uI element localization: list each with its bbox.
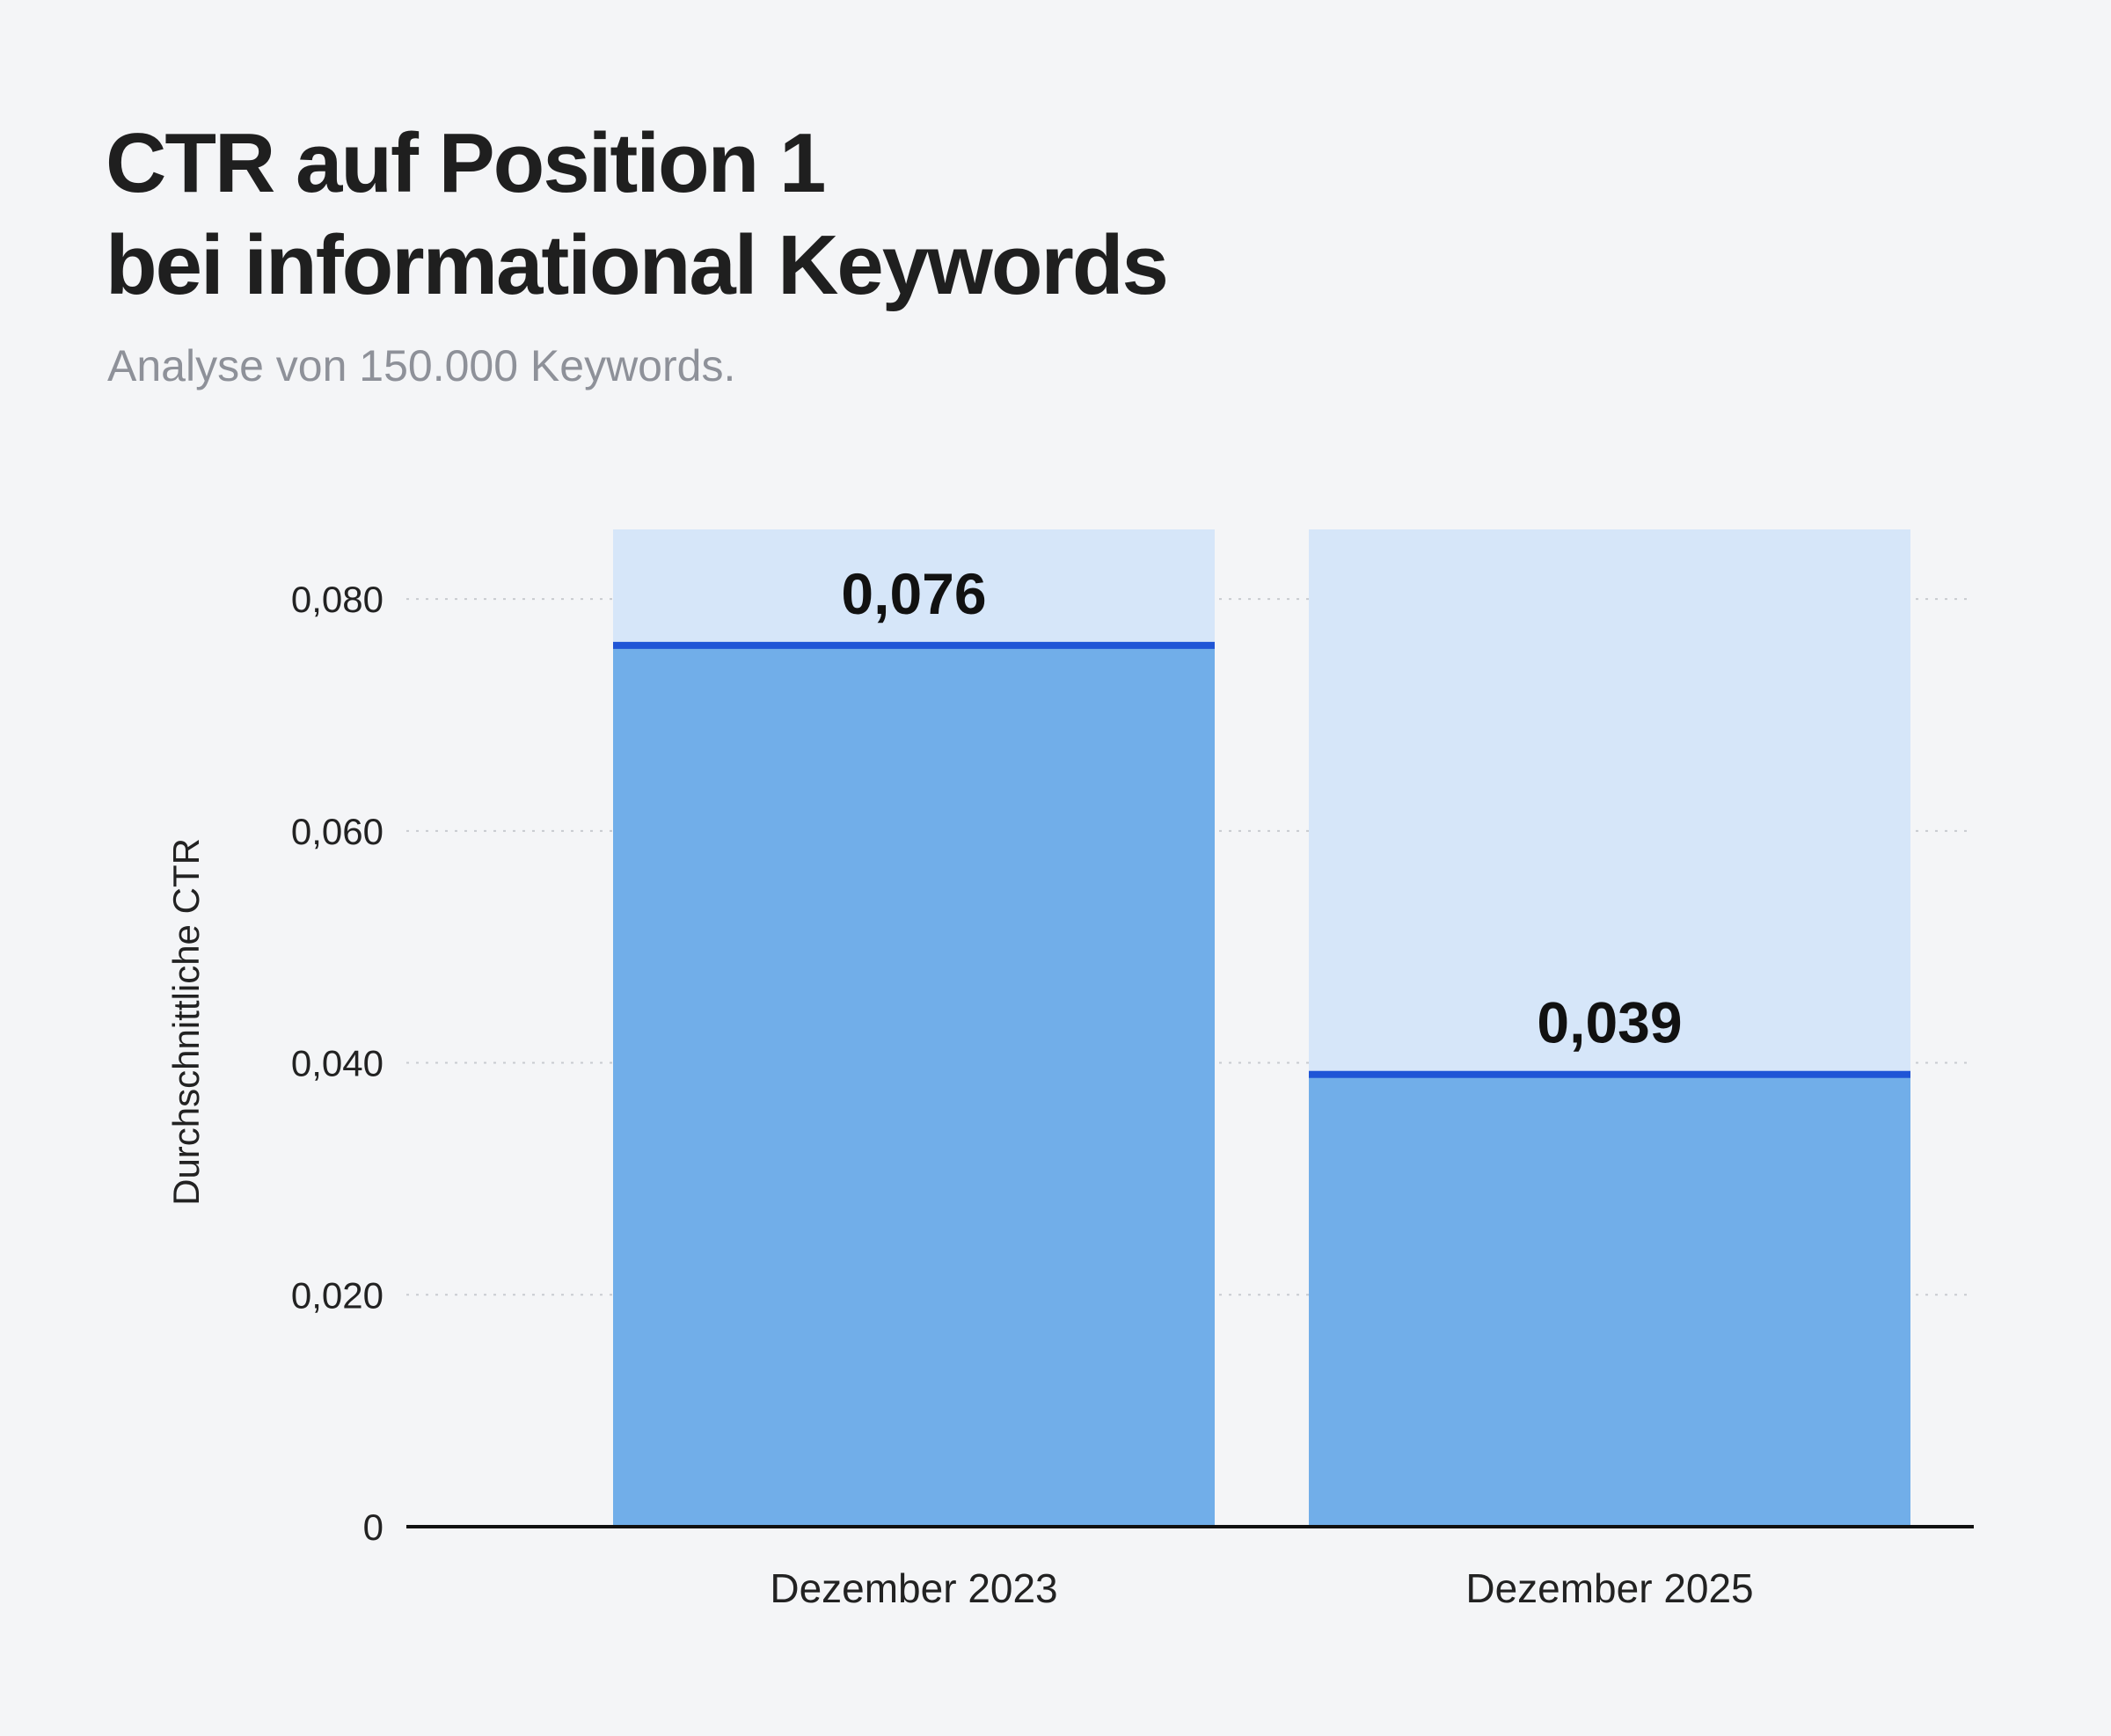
- value-labels: 0,076 0,039: [841, 561, 1682, 1055]
- y-tick-label: 0,040: [291, 1043, 383, 1084]
- bars: [613, 645, 1910, 1527]
- value-label: 0,076: [841, 561, 986, 626]
- bar: [613, 645, 1215, 1527]
- x-category-label: Dezember 2023: [770, 1565, 1057, 1611]
- y-tick-labels: 0 0,020 0,040 0,060 0,080: [291, 579, 383, 1548]
- value-label: 0,039: [1537, 990, 1682, 1055]
- bar: [1309, 1074, 1910, 1527]
- y-tick-label: 0,080: [291, 579, 383, 620]
- x-category-labels: Dezember 2023 Dezember 2025: [770, 1565, 1753, 1611]
- bar-value-markers: [613, 641, 1910, 1078]
- y-tick-label: 0: [363, 1506, 383, 1548]
- y-tick-label: 0,020: [291, 1274, 383, 1316]
- y-axis-title: Durchschnittliche CTR: [165, 838, 207, 1206]
- chart-title-line-2: bei informational Keywords: [106, 218, 1169, 312]
- x-category-label: Dezember 2025: [1465, 1565, 1753, 1611]
- y-tick-label: 0,060: [291, 811, 383, 852]
- bar-value-marker: [613, 641, 1215, 649]
- chart-title: CTR auf Position 1 bei informational Key…: [106, 113, 1169, 317]
- chart-title-line-1: CTR auf Position 1: [106, 116, 826, 210]
- chart-subtitle: Analyse von 150.000 Keywords.: [107, 341, 736, 390]
- bar-value-marker: [1309, 1070, 1910, 1078]
